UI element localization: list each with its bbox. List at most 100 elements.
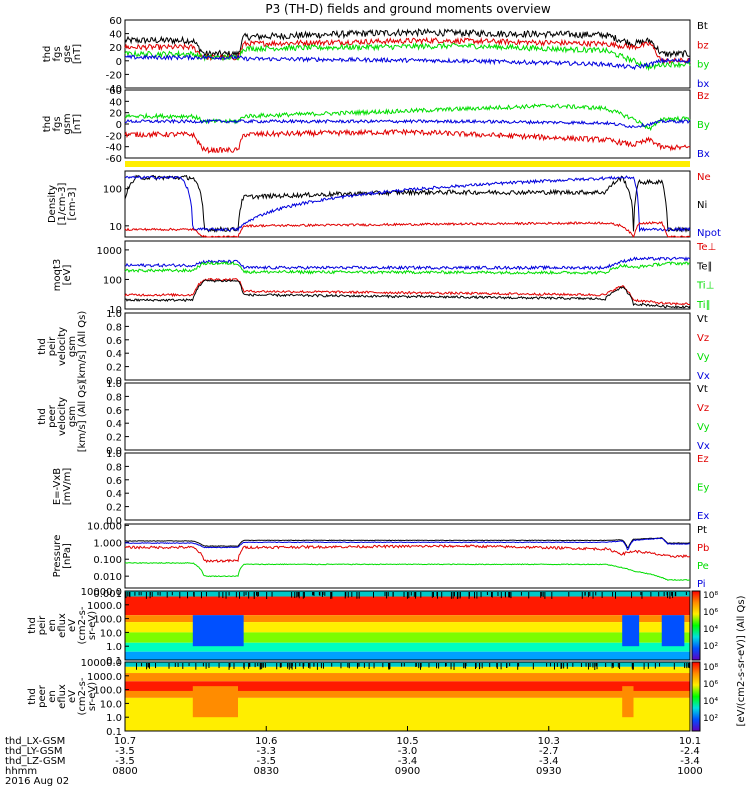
- y-axis-label-line: sr-eV): [87, 611, 98, 640]
- y-axis-label-line: en: [47, 619, 58, 632]
- spectro-band: [125, 632, 690, 643]
- panel-frame: [124, 452, 691, 521]
- spectro-tick: [553, 663, 555, 670]
- spectro-tick: [157, 592, 159, 596]
- spectro-tick: [291, 663, 293, 670]
- spectro-tick: [303, 592, 305, 598]
- y-tick-label: 40: [109, 30, 122, 41]
- spectro-tick: [208, 663, 210, 668]
- spectro-tick: [205, 592, 207, 597]
- spectro-tick: [386, 592, 388, 599]
- y-axis-label-line: [mV/m]: [62, 468, 73, 506]
- y-tick-label: 0.4: [106, 489, 122, 500]
- spectro-tick: [188, 663, 190, 667]
- y-axis-label: thdpeerenefluxeV(cm2-s-sr-eV): [27, 677, 98, 715]
- panel-frame: [124, 19, 691, 89]
- spectro-band: [125, 662, 690, 667]
- spectro-tick: [560, 663, 562, 669]
- spectro-tick: [182, 663, 184, 669]
- x-tick-label: 0930: [536, 766, 561, 777]
- spectro-tick: [340, 663, 342, 669]
- spectro-tick: [566, 663, 568, 667]
- y-axis-label-line: [cm-3]: [67, 187, 78, 220]
- spectro-tick: [671, 592, 673, 596]
- y-tick-label: 0.6: [106, 406, 122, 417]
- y-axis-label-line: moqt3: [52, 259, 63, 292]
- legend-fgs-gse-0: Bt: [697, 21, 708, 32]
- y-tick-label: 0: [116, 57, 122, 68]
- spectro-tick: [403, 592, 405, 597]
- spectro-tick: [612, 592, 614, 597]
- y-tick-label: 0.6: [106, 476, 122, 487]
- spectro-tick: [475, 663, 477, 669]
- y-tick-label: -40: [106, 84, 122, 95]
- spectro-tick: [496, 663, 498, 669]
- legend-pressure-3: Pi: [697, 579, 706, 590]
- spectro-tick: [640, 592, 642, 596]
- spectro-tick: [313, 663, 315, 667]
- legend-peir-velocity-0: Vt: [697, 314, 708, 325]
- spectro-tick: [647, 663, 649, 669]
- spectro-tick: [556, 663, 558, 667]
- spectro-tick: [345, 592, 347, 597]
- spectro-tick: [581, 592, 583, 599]
- spectro-tick: [540, 592, 542, 598]
- spectro-tick: [500, 592, 502, 599]
- spectro-tick: [225, 592, 227, 599]
- y-tick-label: 1.0: [106, 449, 122, 460]
- y-axis-label: thdpeirenefluxeV(cm2-s-sr-eV): [27, 606, 98, 644]
- y-tick-label: 0.100: [93, 555, 122, 566]
- spectro-tick: [420, 663, 422, 668]
- spectro-tick: [632, 663, 634, 670]
- panel-temp: 1000 100 10 moqt3[eV] Te⊥ Te∥ Ti⊥ Ti∥: [52, 240, 716, 316]
- spectrogram-peer-spectro: [125, 662, 690, 731]
- chart-title: P3 (TH-D) fields and ground moments over…: [265, 2, 550, 16]
- y-tick-label: 0.0: [106, 376, 122, 387]
- y-tick-label: 0.8: [106, 322, 122, 333]
- y-axis-label-line: Pressure: [52, 535, 63, 578]
- y-axis-label-line: thd: [37, 338, 48, 355]
- y-tick-label: 1000.0: [87, 601, 122, 612]
- spectro-tick: [674, 592, 676, 597]
- legend-fgs-gsm-2: Bx: [697, 149, 710, 160]
- spectro-tick: [568, 592, 570, 597]
- x-tick-label: -3.4: [539, 756, 559, 767]
- y-axis-label-line: velocity: [57, 397, 68, 436]
- spectro-tick: [631, 592, 633, 599]
- y-axis-label-line: thd: [27, 688, 38, 705]
- y-axis-label: thdpeirvelocitygsm[km/s] (All Qs): [37, 311, 88, 383]
- spectro-tick: [313, 592, 315, 596]
- x-axis-row-label: thd_LZ-GSM: [5, 756, 66, 767]
- y-tick-label: 100: [103, 275, 122, 286]
- y-axis-label-line: peer: [47, 404, 58, 428]
- spectro-tick: [659, 663, 661, 667]
- x-tick-label: -3.5: [256, 756, 276, 767]
- spectro-tick: [475, 663, 477, 668]
- spectro-tick: [387, 592, 389, 597]
- spectro-tick: [322, 663, 324, 669]
- spectro-tick: [596, 663, 598, 670]
- y-axis-label-line: eflux: [57, 613, 68, 638]
- spectro-tick: [481, 663, 483, 669]
- y-tick-label: 1.0: [106, 713, 122, 724]
- y-tick-label: 1.0: [106, 309, 122, 320]
- spectro-tick: [347, 663, 349, 668]
- y-tick-label: 0.2: [106, 503, 122, 514]
- spectro-tick: [257, 663, 259, 667]
- spectro-tick: [297, 592, 299, 597]
- colorbar-lower-tick: 10⁶: [703, 680, 718, 690]
- series-Ne: [124, 220, 691, 239]
- spectro-tick: [140, 592, 142, 596]
- spectro-tick: [271, 592, 273, 597]
- spectro-tick: [331, 592, 333, 599]
- y-axis-label-line: [eV]: [62, 265, 73, 286]
- y-tick-label: 40: [109, 97, 122, 108]
- spectro-tick: [302, 592, 304, 599]
- y-axis-label-line: thd: [42, 46, 53, 63]
- spectro-tick: [149, 592, 151, 596]
- spectro-tick: [200, 592, 202, 599]
- x-tick-label: 0900: [395, 766, 420, 777]
- spectro-tick: [295, 663, 297, 669]
- series-Ti∥: [124, 260, 691, 276]
